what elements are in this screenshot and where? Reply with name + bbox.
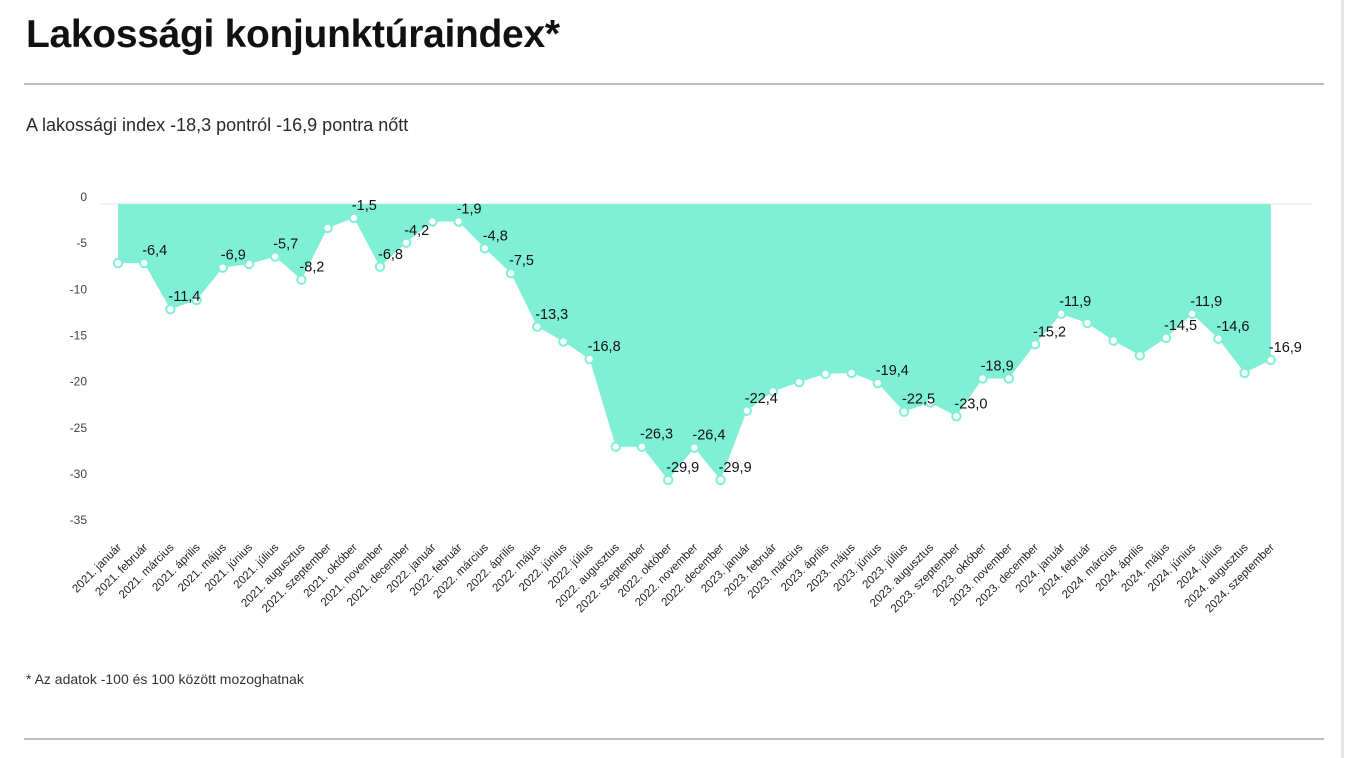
data-label: -11,4 [168,289,200,305]
data-label: -16,8 [588,339,621,355]
y-tick-label: -30 [70,467,88,481]
data-point [1160,332,1172,344]
data-label: -11,9 [1059,294,1091,310]
data-label: -26,4 [692,428,725,444]
data-label: -29,9 [719,460,752,476]
data-point [1239,367,1250,379]
data-label: -23,0 [954,396,987,412]
data-label: -6,8 [378,247,403,263]
data-point [689,442,700,453]
data-point [951,411,962,422]
data-point [1003,373,1014,384]
footer-divider [24,738,1324,740]
data-point [610,441,621,452]
data-label: -19,4 [876,363,909,379]
data-point [401,237,412,248]
data-point [348,212,359,224]
y-tick-label: 0 [80,190,87,204]
data-points [112,212,1277,486]
data-point [1265,354,1277,366]
data-point [715,474,726,486]
data-point [925,397,936,408]
data-point [112,257,124,269]
data-label: -16,9 [1269,340,1302,356]
data-point [558,336,569,347]
data-point [505,268,517,279]
data-point [165,304,176,315]
page-right-border [1341,0,1344,758]
data-point [1187,308,1198,320]
data-label: -18,9 [981,358,1014,374]
data-point [636,441,648,452]
data-labels: -6,4 -11,4 -6,9 -5,7-8,2 -1,5 -6,8-4,2 -1,9-4,… [142,198,1302,476]
data-point [663,474,674,486]
data-point [427,216,438,227]
data-label: -13,3 [535,307,568,323]
data-point [584,353,595,365]
data-point [479,243,490,254]
data-point [1134,350,1146,361]
data-point [1082,317,1093,329]
data-point [1056,308,1067,320]
page-title: Lakossági konjunktúraindex* [26,13,560,56]
data-point [741,405,752,416]
data-label: -22,4 [745,391,778,407]
data-label: -1,5 [352,198,377,214]
data-point [820,368,831,380]
data-point [453,216,464,227]
data-label: -6,4 [142,243,167,259]
data-point [374,261,386,272]
data-label: -4,8 [483,228,508,244]
data-point [872,377,883,389]
data-label: -7,5 [509,253,534,269]
data-point [296,274,307,285]
data-point [898,406,910,417]
data-point [243,258,255,270]
data-label: -8,2 [299,260,324,276]
area-chart: 0-5-10-15-20-25-30-35 -6,4-11,4-6,9-5,7-… [70,190,1312,615]
data-label: -14,5 [1164,318,1197,334]
data-point [1029,339,1041,350]
y-tick-label: -10 [70,282,88,296]
footnote: * Az adatok -100 és 100 között mozoghatn… [26,671,304,687]
data-point [191,294,202,306]
data-point [139,257,150,269]
data-label: -4,2 [404,223,429,239]
data-point [532,321,543,332]
y-axis: 0 -5 -10 -15 -20 -25 -30 -35 [70,190,88,527]
y-tick-label: -5 [76,236,87,250]
data-point [1213,333,1224,344]
series-area [118,204,1271,480]
data-label: -14,6 [1216,319,1249,335]
data-label: -29,9 [666,460,699,476]
data-point [270,251,281,262]
data-point [977,373,988,384]
y-tick-label: -15 [70,328,88,342]
y-tick-label: -20 [70,375,88,389]
data-point [794,376,805,388]
data-label: -22,5 [902,392,935,408]
chart-subtitle: A lakossági index -18,3 pontról -16,9 po… [26,115,409,135]
data-label: -15,2 [1033,324,1066,340]
data-point [217,262,229,273]
data-point [846,367,857,379]
y-tick-label: -25 [70,421,88,435]
data-label: -6,9 [221,248,246,264]
y-tick-label: -35 [70,513,88,527]
area-layer [100,203,1312,480]
data-label: -26,3 [640,427,673,443]
data-label: -5,7 [273,237,298,253]
data-label: -11,9 [1190,294,1222,310]
data-point [767,386,779,397]
data-label: -1,9 [457,202,482,218]
title-divider [24,83,1324,85]
data-point [322,222,333,234]
data-point [1108,335,1119,346]
